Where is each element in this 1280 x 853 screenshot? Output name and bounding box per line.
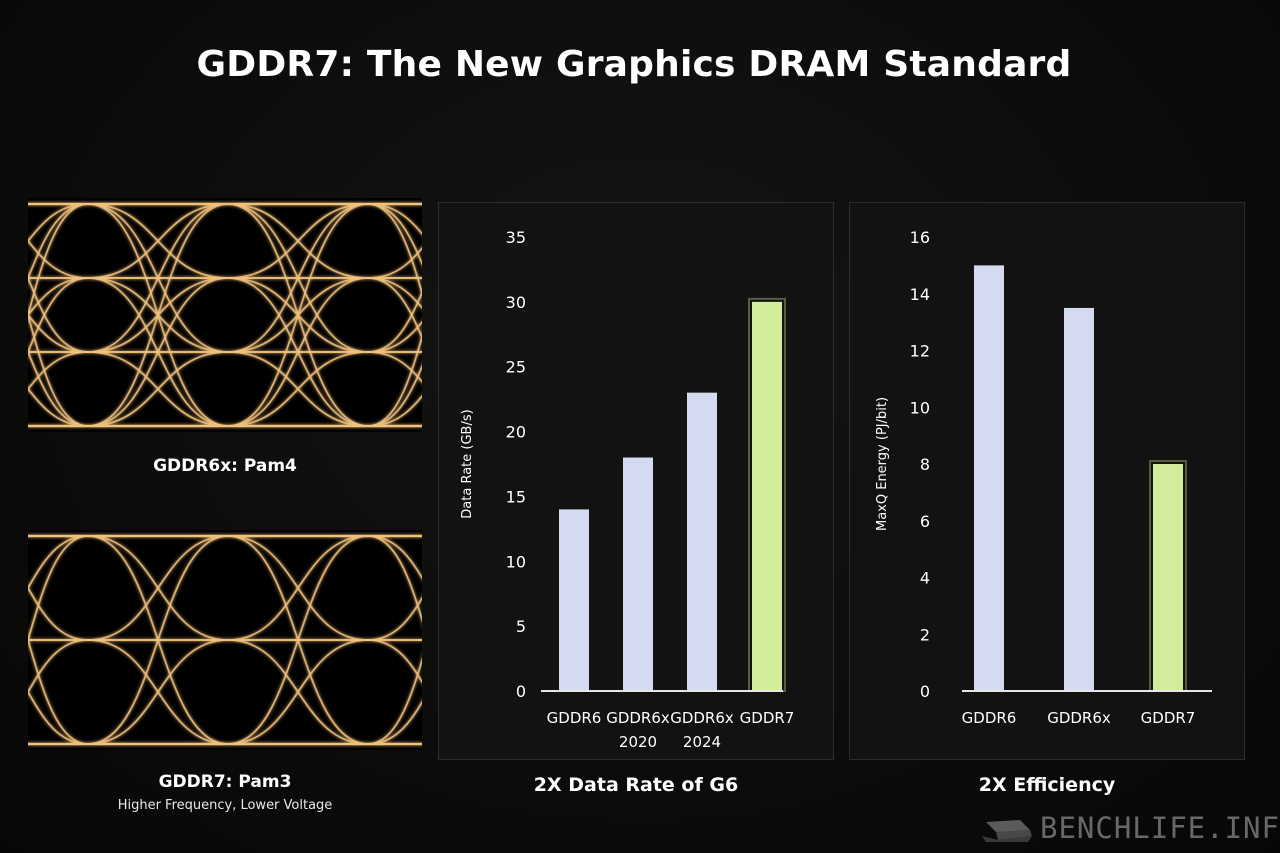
pam3-trace xyxy=(28,639,89,694)
pam4-trace xyxy=(28,313,89,353)
pam4-trace xyxy=(28,277,89,355)
pam3-trace xyxy=(28,636,89,745)
watermark-text: BENCHLIFE.INFO xyxy=(1040,811,1280,845)
pam4-trace xyxy=(87,203,229,279)
pam4-trace xyxy=(367,203,422,236)
pam4-trace xyxy=(367,246,422,279)
pam4-trace xyxy=(28,277,89,317)
x-tick-label: GDDR6x xyxy=(606,709,670,727)
pam3-trace xyxy=(227,535,369,641)
y-tick-label: 35 xyxy=(506,228,526,247)
pam4-traces xyxy=(28,202,422,428)
pam4-trace xyxy=(28,351,89,391)
pam4-eye-diagram xyxy=(28,198,422,432)
pam3-trace xyxy=(367,700,422,745)
pam4-trace xyxy=(28,275,89,353)
pam4-trace xyxy=(28,349,89,427)
pam3-trace xyxy=(28,586,89,641)
pam4-trace xyxy=(367,203,422,297)
slide-title: GDDR7: The New Graphics DRAM Standard xyxy=(196,44,1072,85)
pam3-trace xyxy=(367,639,422,684)
pam3-trace xyxy=(367,596,422,641)
y-tick-label: 5 xyxy=(516,617,526,636)
y-axis-label: MaxQ Energy (PJ/bit) xyxy=(875,397,890,531)
x-tick-label: GDDR6x xyxy=(1047,709,1111,727)
pam3-trace xyxy=(367,535,422,623)
x-tick-label: GDDR6x xyxy=(670,709,734,727)
pam4-trace xyxy=(367,394,422,427)
bar xyxy=(1064,307,1094,691)
pam3-trace xyxy=(367,657,422,745)
laptop-logo-icon xyxy=(982,820,1032,842)
y-tick-label: 10 xyxy=(910,398,930,417)
efficiency-caption: 2X Efficiency xyxy=(978,774,1116,796)
x-tick-label: GDDR7 xyxy=(1141,709,1196,727)
pam4-trace xyxy=(87,203,229,427)
bar xyxy=(1153,464,1183,691)
y-tick-label: 0 xyxy=(920,682,930,701)
y-tick-label: 14 xyxy=(910,285,930,304)
pam4-trace xyxy=(367,277,422,310)
pam3-trace xyxy=(28,690,89,745)
pam3-trace xyxy=(367,535,422,580)
y-axis-label: Data Rate (GB/s) xyxy=(460,409,475,518)
pam4-trace xyxy=(227,351,369,427)
pam3-trace xyxy=(87,535,229,641)
x-tick-label: GDDR6 xyxy=(547,709,602,727)
pam4-trace xyxy=(28,203,89,319)
efficiency-chart: 0 2 4 6 8 10 12 14 16 MaxQ Energy (PJ/bit) GDDR6 GD… xyxy=(849,202,1245,760)
pam4-trace xyxy=(87,351,229,427)
bar xyxy=(974,265,1004,691)
pam3-trace xyxy=(28,535,89,644)
pam4-trace xyxy=(367,277,422,340)
bar xyxy=(752,301,782,691)
pam4-trace xyxy=(227,203,369,427)
y-tick-label: 0 xyxy=(516,682,526,701)
bar xyxy=(623,457,653,691)
y-tick-label: 4 xyxy=(920,569,930,588)
y-tick-label: 30 xyxy=(506,293,526,312)
y-tick-label: 10 xyxy=(506,552,526,571)
data-rate-caption: 2X Data Rate of G6 xyxy=(533,774,739,796)
pam4-trace xyxy=(367,364,422,427)
pam4-trace xyxy=(28,311,89,427)
pam3-traces xyxy=(28,534,422,746)
data-rate-chart: 0 5 10 15 20 25 30 35 Data Rate (GB/s) GDDR6 GDDR6… xyxy=(438,202,834,760)
y-tick-label: 6 xyxy=(920,512,930,531)
y-tick-label: 8 xyxy=(920,455,930,474)
pam4-trace xyxy=(28,239,89,279)
pam3-trace xyxy=(87,639,229,745)
x-tick-label: GDDR7 xyxy=(740,709,795,727)
bar xyxy=(687,392,717,691)
y-tick-label: 20 xyxy=(506,423,526,442)
pam4-trace xyxy=(367,351,422,384)
pam4-trace xyxy=(28,203,89,281)
x-tick-label: GDDR6 xyxy=(962,709,1017,727)
pam4-trace xyxy=(28,203,89,243)
x-tick-label: 2020 xyxy=(619,733,657,751)
pam4-trace xyxy=(227,203,369,279)
y-tick-label: 2 xyxy=(920,625,930,644)
y-tick-label: 16 xyxy=(910,228,930,247)
pam4-trace xyxy=(367,203,422,266)
pam3-eye-diagram xyxy=(28,530,422,750)
bar xyxy=(559,509,589,691)
pam4-trace xyxy=(28,387,89,427)
x-tick-label: 2024 xyxy=(683,733,721,751)
pam3-trace xyxy=(227,639,369,745)
pam4-trace xyxy=(367,333,422,427)
pam4-eye-label: GDDR6x: Pam4 xyxy=(153,456,297,476)
pam4-trace xyxy=(367,290,422,353)
y-tick-label: 15 xyxy=(506,487,526,506)
pam4-trace xyxy=(367,320,422,353)
pam3-eye-label: GDDR7: Pam3 xyxy=(158,772,292,792)
pam3-eye-sublabel: Higher Frequency, Lower Voltage xyxy=(117,798,333,813)
y-tick-label: 12 xyxy=(910,342,930,361)
pam3-trace xyxy=(28,535,89,590)
y-tick-label: 25 xyxy=(506,358,526,377)
